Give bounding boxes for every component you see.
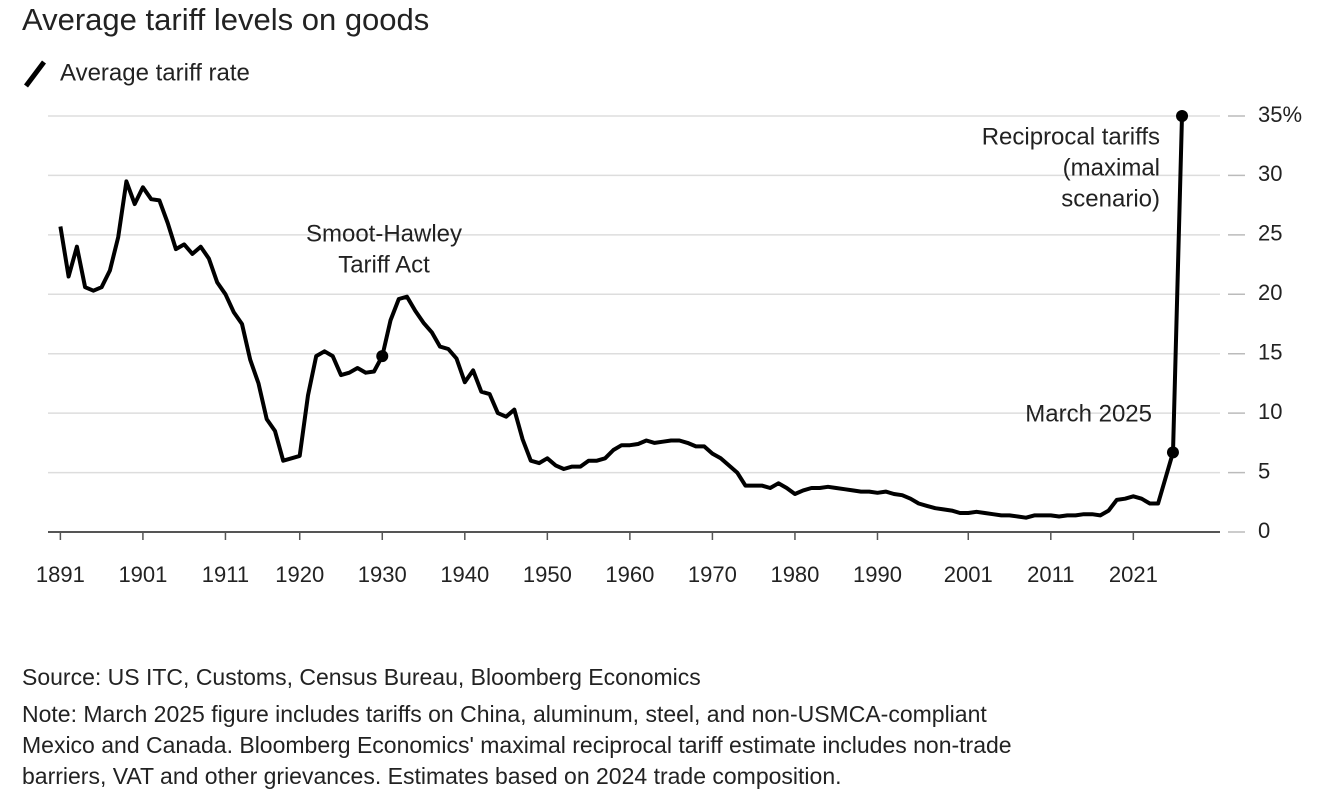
x-tick-label: 1970 xyxy=(688,562,737,587)
chart-title: Average tariff levels on goods xyxy=(22,2,429,37)
x-tick-label: 1930 xyxy=(358,562,407,587)
y-tick-label: 25 xyxy=(1258,221,1282,246)
note: barriers, VAT and other grievances. Esti… xyxy=(22,763,842,789)
x-tick-label: 1960 xyxy=(605,562,654,587)
annotation: scenario) xyxy=(1061,185,1160,212)
annotation: Tariff Act xyxy=(338,251,430,278)
annotation: Reciprocal tariffs xyxy=(982,123,1160,150)
x-tick-label: 1891 xyxy=(36,562,85,587)
source: Source: US ITC, Customs, Census Bureau, … xyxy=(22,664,701,690)
x-tick-label: 1980 xyxy=(770,562,819,587)
legend-label: Average tariff rate xyxy=(60,59,250,86)
x-tick-label: 1990 xyxy=(853,562,902,587)
y-tick-label: 5 xyxy=(1258,458,1270,483)
x-tick-label: 2001 xyxy=(944,562,993,587)
y-tick-label: 15 xyxy=(1258,340,1282,365)
x-tick-label: 1911 xyxy=(202,562,249,587)
x-tick-label: 2021 xyxy=(1109,562,1158,587)
y-tick-label: 20 xyxy=(1258,280,1282,305)
annotation: Smoot-Hawley xyxy=(306,220,462,247)
y-tick-label: 35% xyxy=(1258,102,1302,127)
line xyxy=(58,115,1184,520)
point xyxy=(1166,446,1179,459)
point xyxy=(1176,110,1189,122)
note: Note: March 2025 figure includes tariffs… xyxy=(22,701,987,727)
y-tick-label: 30 xyxy=(1258,161,1282,186)
annotation: (maximal xyxy=(1063,154,1160,181)
point xyxy=(376,350,389,363)
annotation: March 2025 xyxy=(1025,400,1152,427)
x-tick-label: 1920 xyxy=(275,562,324,587)
note: Mexico and Canada. Bloomberg Economics' … xyxy=(22,732,1012,758)
y-tick-label: 0 xyxy=(1258,518,1270,543)
x-tick-label: 1901 xyxy=(118,562,167,587)
y-tick-label: 10 xyxy=(1258,399,1282,424)
x-tick-label: 1940 xyxy=(440,562,489,587)
x-tick-label: 2011 xyxy=(1027,562,1074,587)
legend-swatch xyxy=(24,60,46,88)
x-tick-label: 1950 xyxy=(523,562,572,587)
